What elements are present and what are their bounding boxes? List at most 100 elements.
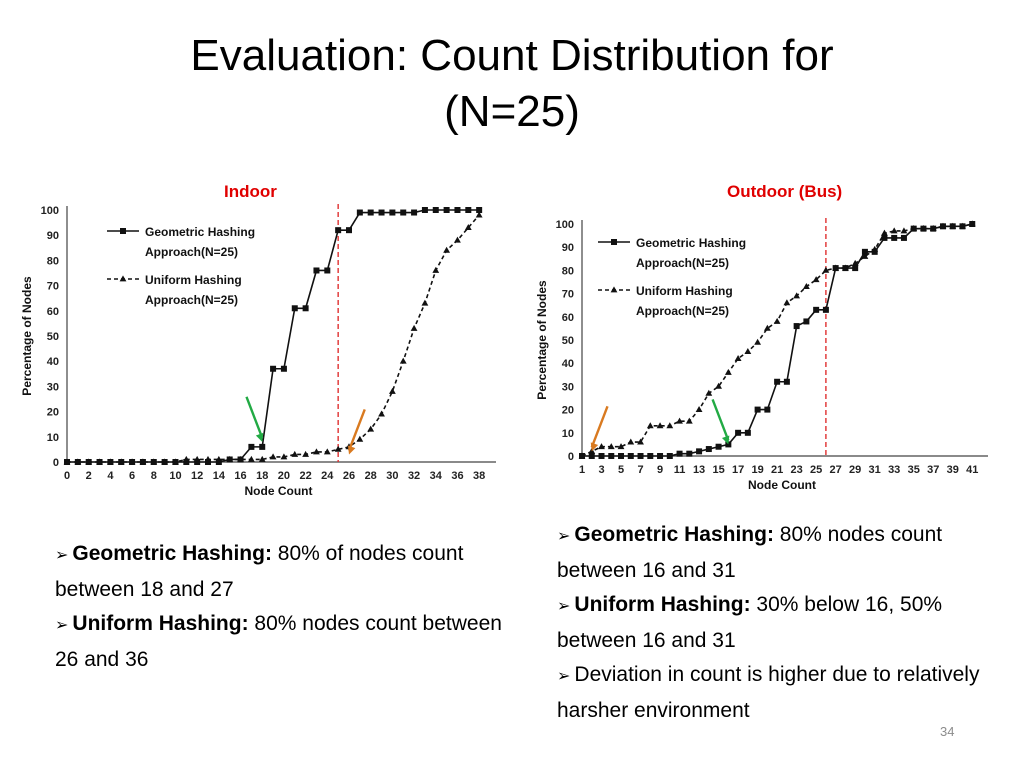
geometric-hashing-point (389, 209, 396, 216)
uniform-hashing-point (656, 422, 664, 429)
uniform-hashing-point (464, 224, 472, 231)
geometric-hashing-point (259, 443, 266, 450)
geometric-hashing-point (313, 267, 320, 274)
bullet-text: 30% below 16, 50% between 16 and 31 (557, 593, 943, 652)
geometric-hashing-point (647, 453, 654, 459)
uniform-hashing-point (475, 211, 483, 218)
geometric-hashing-point (248, 443, 255, 450)
uniform-hashing-point (666, 422, 674, 429)
uniform-hashing-point (85, 458, 93, 465)
uniform-hashing-point (939, 222, 947, 229)
geometric-hashing-point (302, 305, 309, 312)
uniform-hashing-point (861, 252, 869, 259)
legend-geometric-label: Geometric Hashing (636, 236, 746, 250)
x-tick-label: 30 (386, 470, 398, 482)
y-tick-label: 70 (562, 289, 574, 301)
geometric-hashing-point (715, 443, 722, 450)
x-tick-label: 32 (408, 470, 420, 482)
orange-annotation-arrow (347, 409, 366, 451)
legend-uniform-marker (610, 286, 618, 293)
geometric-hashing-point (754, 406, 761, 413)
geometric-hashing-point (783, 378, 790, 385)
geometric-hashing-point (861, 248, 868, 255)
uniform-hashing-point (399, 357, 407, 364)
x-tick-label: 1 (579, 464, 585, 476)
uniform-hashing-point (617, 443, 625, 450)
y-tick-label: 30 (562, 381, 574, 393)
uniform-hashing-point (627, 438, 635, 445)
x-tick-label: 14 (213, 470, 226, 482)
y-tick-label: 70 (47, 281, 59, 293)
uniform-hashing-point (280, 453, 288, 460)
x-tick-label: 17 (732, 464, 744, 476)
geometric-hashing-point (774, 378, 781, 385)
uniform-hashing-point (410, 324, 418, 331)
uniform-hashing-point (139, 458, 147, 465)
geometric-hashing-point (324, 267, 331, 274)
legend-geometric-marker (611, 239, 617, 245)
uniform-hashing-point (128, 458, 136, 465)
geometric-hashing-point (735, 429, 742, 436)
uniform-hashing-point (598, 443, 605, 450)
x-tick-label: 22 (299, 470, 311, 482)
geometric-hashing-point (421, 207, 428, 213)
uniform-hashing-point (744, 348, 752, 354)
x-tick-label: 19 (751, 464, 763, 476)
legend-geometric-label: Approach(N=25) (636, 256, 729, 270)
bullet-bold: Uniform Hashing: (72, 612, 249, 635)
y-tick-label: 60 (47, 306, 59, 318)
x-tick-label: 31 (869, 464, 881, 476)
orange-annotation-arrowhead (347, 445, 356, 455)
uniform-hashing-point (890, 227, 898, 234)
y-tick-label: 90 (47, 230, 59, 242)
uniform-hashing-point (334, 445, 342, 452)
uniform-hashing-point (871, 245, 879, 252)
outdoor-chart-label: Outdoor (Bus) (727, 182, 843, 201)
uniform-hashing-point (949, 222, 957, 229)
uniform-hashing-point (881, 229, 888, 236)
uniform-hashing-point (734, 354, 742, 361)
x-tick-label: 26 (343, 470, 355, 482)
geometric-hashing-point (194, 459, 201, 465)
uniform-hashing-point (443, 246, 451, 253)
x-tick-label: 2 (86, 470, 92, 482)
y-tick-label: 100 (556, 219, 574, 231)
x-tick-label: 13 (693, 464, 705, 476)
bullet-text: 80% nodes count between 26 and 36 (55, 612, 502, 671)
legend-geometric-marker (120, 228, 126, 234)
geometric-hashing-point (215, 459, 222, 465)
geometric-hashing-point (657, 453, 664, 459)
geometric-hashing-point (852, 265, 859, 272)
uniform-hashing-point (378, 410, 385, 417)
uniform-hashing-point (63, 458, 71, 465)
geometric-hashing-point (900, 234, 907, 241)
bullet-bold: Geometric Hashing: (574, 523, 774, 546)
geometric-hashing-point (813, 306, 820, 313)
uniform-hashing-point (161, 458, 169, 465)
uniform-hashing-point (367, 425, 375, 432)
geometric-hashing-point (335, 227, 342, 234)
x-tick-label: 23 (791, 464, 803, 476)
geometric-hashing-point (891, 234, 898, 241)
uniform-hashing-point (793, 292, 801, 299)
x-tick-label: 27 (830, 464, 842, 476)
geometric-hashing-point (881, 234, 888, 241)
x-tick-label: 36 (451, 470, 463, 482)
x-tick-label: 37 (927, 464, 939, 476)
uniform-hashing-point (421, 299, 429, 306)
uniform-hashing-point (802, 283, 810, 290)
geometric-hashing-point (465, 207, 472, 213)
legend-uniform-marker (119, 275, 127, 282)
x-tick-label: 21 (771, 464, 783, 476)
orange-annotation-arrow (590, 405, 609, 448)
geometric-hashing-point (476, 207, 483, 213)
x-tick-label: 20 (278, 470, 290, 482)
geometric-hashing-point (686, 450, 693, 457)
geometric-hashing-point (291, 305, 298, 312)
geometric-hashing-point (367, 209, 374, 216)
geometric-hashing-point (598, 453, 605, 459)
geometric-hashing-point (705, 446, 712, 453)
uniform-hashing-point (637, 438, 644, 445)
uniform-hashing-point (783, 299, 791, 306)
